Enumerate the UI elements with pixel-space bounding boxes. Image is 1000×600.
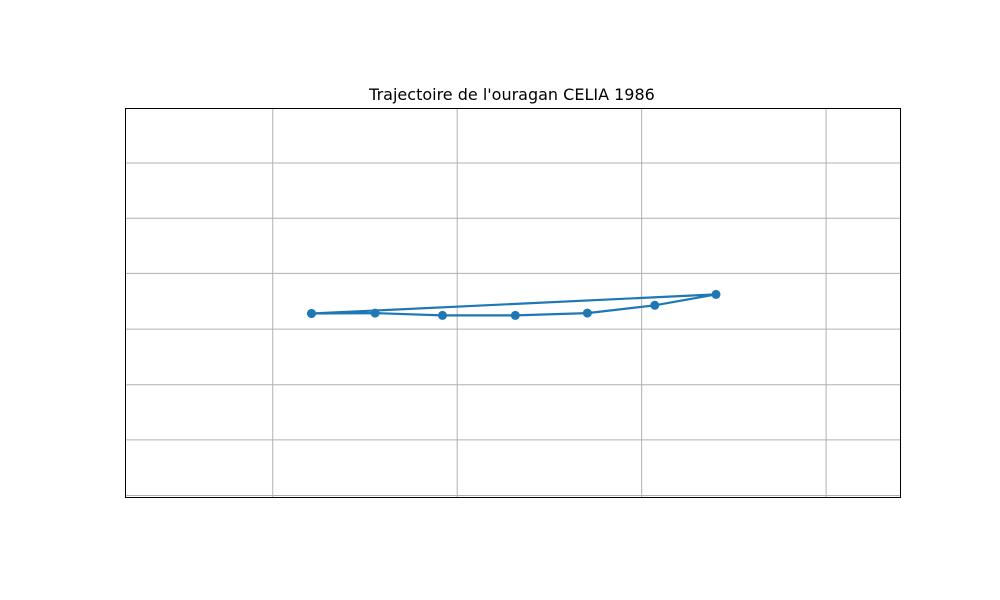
track-point-3 [510, 310, 520, 320]
track-line-0 [311, 293, 718, 317]
track-point-5 [650, 300, 660, 310]
gridlines [125, 108, 901, 498]
track-point-4 [582, 308, 592, 318]
track-point-7 [307, 309, 316, 318]
series-layer [307, 289, 721, 320]
plot-frame [125, 108, 901, 498]
chart-title: Trajectoire de l'ouragan CELIA 1986 [368, 85, 655, 104]
track-point-6 [711, 289, 721, 299]
track-point-2 [438, 310, 447, 320]
track-point-1 [370, 308, 380, 318]
